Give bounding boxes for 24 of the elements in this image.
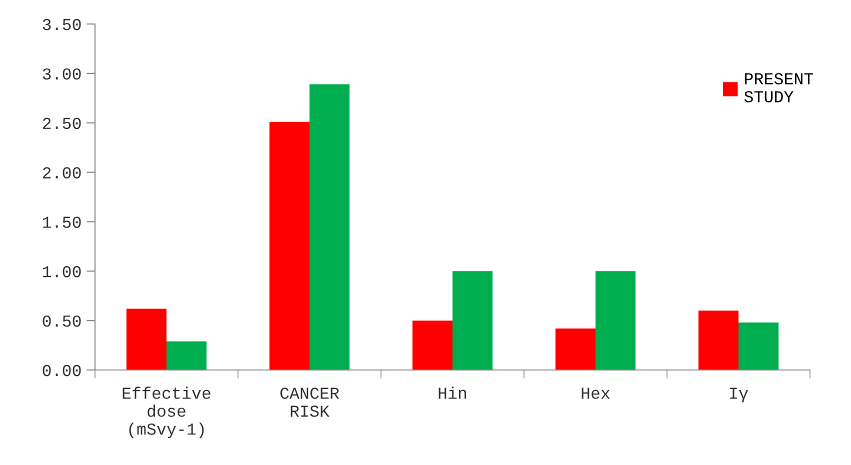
bar (412, 320, 452, 370)
bar (452, 271, 493, 370)
bar (126, 308, 166, 370)
x-tick-label: Hin (438, 386, 466, 399)
y-tick-label: 2.00 (42, 167, 81, 178)
bar (698, 310, 738, 370)
bar (166, 341, 207, 370)
x-tick-label: CANCER RISK (280, 388, 340, 417)
y-tick-label: 2.50 (42, 118, 81, 130)
bar (269, 122, 310, 370)
x-tick-label: Hex (582, 388, 610, 399)
y-tick-label: 0.00 (42, 364, 81, 376)
x-tick-label: Iγ (730, 388, 748, 402)
bar (555, 328, 596, 370)
bar (310, 84, 350, 370)
y-tick-label: 3.50 (42, 18, 81, 30)
bar (596, 271, 636, 370)
y-tick-label: 3.00 (42, 68, 81, 80)
y-tick-label: 0.50 (42, 315, 81, 327)
legend-label: PRESENT STUDY (744, 73, 814, 102)
bar (738, 322, 779, 370)
y-tick-label: 1.50 (43, 216, 81, 228)
y-tick-label: 1.00 (43, 266, 81, 278)
x-tick-label: Effective dose (mSvy-1) (122, 386, 210, 438)
